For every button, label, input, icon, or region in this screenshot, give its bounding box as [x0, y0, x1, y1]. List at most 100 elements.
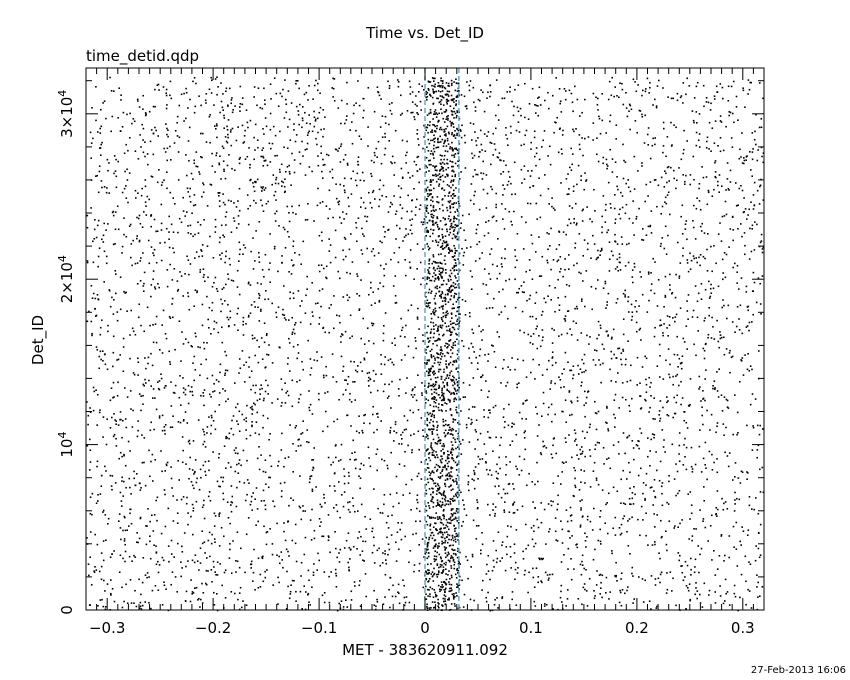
- data-point: [384, 136, 386, 138]
- data-point: [719, 83, 722, 85]
- data-point: [245, 429, 247, 431]
- data-point: [418, 570, 420, 572]
- data-point: [586, 536, 588, 538]
- data-point: [134, 589, 136, 592]
- data-point: [571, 456, 573, 459]
- data-point: [540, 557, 543, 560]
- data-point: [350, 360, 352, 363]
- data-point: [521, 417, 523, 420]
- data-point: [471, 157, 474, 159]
- data-point: [190, 233, 192, 235]
- data-point: [304, 608, 307, 611]
- data-point: [154, 286, 156, 288]
- data-point: [502, 171, 505, 173]
- data-point: [676, 99, 679, 102]
- data-point: [190, 515, 192, 518]
- data-point: [323, 376, 325, 379]
- data-point: [258, 251, 260, 254]
- data-point: [709, 429, 711, 431]
- data-point: [157, 381, 159, 383]
- data-point: [430, 355, 433, 358]
- data-point: [193, 379, 195, 382]
- data-point: [152, 397, 154, 399]
- data-point: [504, 492, 506, 495]
- data-point: [231, 97, 233, 99]
- data-point: [238, 480, 241, 483]
- data-point: [96, 174, 98, 177]
- data-point: [441, 262, 443, 265]
- data-point: [569, 506, 572, 509]
- data-point: [555, 452, 557, 455]
- data-point: [413, 160, 416, 163]
- data-point: [624, 161, 627, 163]
- data-point: [265, 290, 267, 292]
- data-point: [418, 91, 420, 93]
- data-point: [223, 117, 226, 119]
- data-point: [456, 595, 458, 597]
- data-point: [745, 603, 747, 606]
- data-point: [719, 120, 722, 122]
- data-point: [558, 309, 561, 311]
- data-point: [613, 353, 615, 356]
- data-point: [748, 370, 751, 372]
- data-point: [119, 411, 122, 413]
- data-point: [110, 387, 113, 389]
- data-point: [350, 548, 352, 551]
- data-point: [516, 509, 519, 511]
- data-point: [533, 130, 536, 133]
- data-point: [173, 392, 176, 394]
- data-point: [625, 358, 627, 361]
- data-point: [733, 510, 736, 512]
- data-point: [538, 424, 540, 426]
- data-point: [325, 410, 327, 413]
- data-point: [745, 580, 747, 583]
- data-point: [207, 318, 209, 321]
- data-point: [568, 188, 570, 190]
- data-point: [110, 485, 113, 487]
- data-point: [711, 195, 714, 197]
- data-point: [703, 319, 706, 322]
- data-point: [620, 191, 622, 194]
- data-point: [597, 539, 600, 542]
- data-point: [167, 507, 170, 510]
- data-point: [371, 206, 373, 209]
- data-point: [377, 416, 379, 418]
- data-point: [393, 252, 396, 254]
- data-point: [574, 469, 576, 472]
- data-point: [745, 285, 748, 288]
- data-point: [202, 395, 205, 397]
- data-point: [222, 388, 224, 390]
- data-point: [597, 97, 599, 100]
- data-point: [275, 92, 278, 95]
- data-point: [424, 553, 427, 555]
- data-point: [416, 316, 419, 319]
- data-point: [585, 180, 587, 182]
- data-point: [441, 292, 444, 295]
- data-point: [468, 347, 470, 350]
- data-point: [396, 531, 399, 533]
- data-point: [505, 546, 508, 548]
- data-point: [728, 452, 731, 454]
- data-point: [225, 283, 227, 286]
- data-point: [394, 129, 397, 132]
- data-point: [323, 267, 325, 270]
- data-point: [705, 369, 707, 371]
- data-point: [422, 334, 424, 336]
- data-point: [375, 147, 378, 150]
- data-point: [660, 242, 662, 245]
- data-point: [416, 112, 418, 114]
- data-point: [307, 132, 310, 134]
- data-point: [670, 166, 672, 169]
- data-point: [667, 503, 670, 505]
- data-point: [541, 146, 543, 148]
- data-point: [121, 191, 124, 194]
- data-point: [441, 204, 444, 206]
- data-point: [713, 380, 716, 382]
- data-point: [96, 224, 99, 227]
- data-point: [654, 418, 656, 420]
- data-point: [628, 434, 631, 437]
- data-point: [717, 180, 719, 183]
- data-point: [485, 461, 487, 463]
- data-point: [301, 126, 303, 129]
- data-point: [386, 397, 389, 399]
